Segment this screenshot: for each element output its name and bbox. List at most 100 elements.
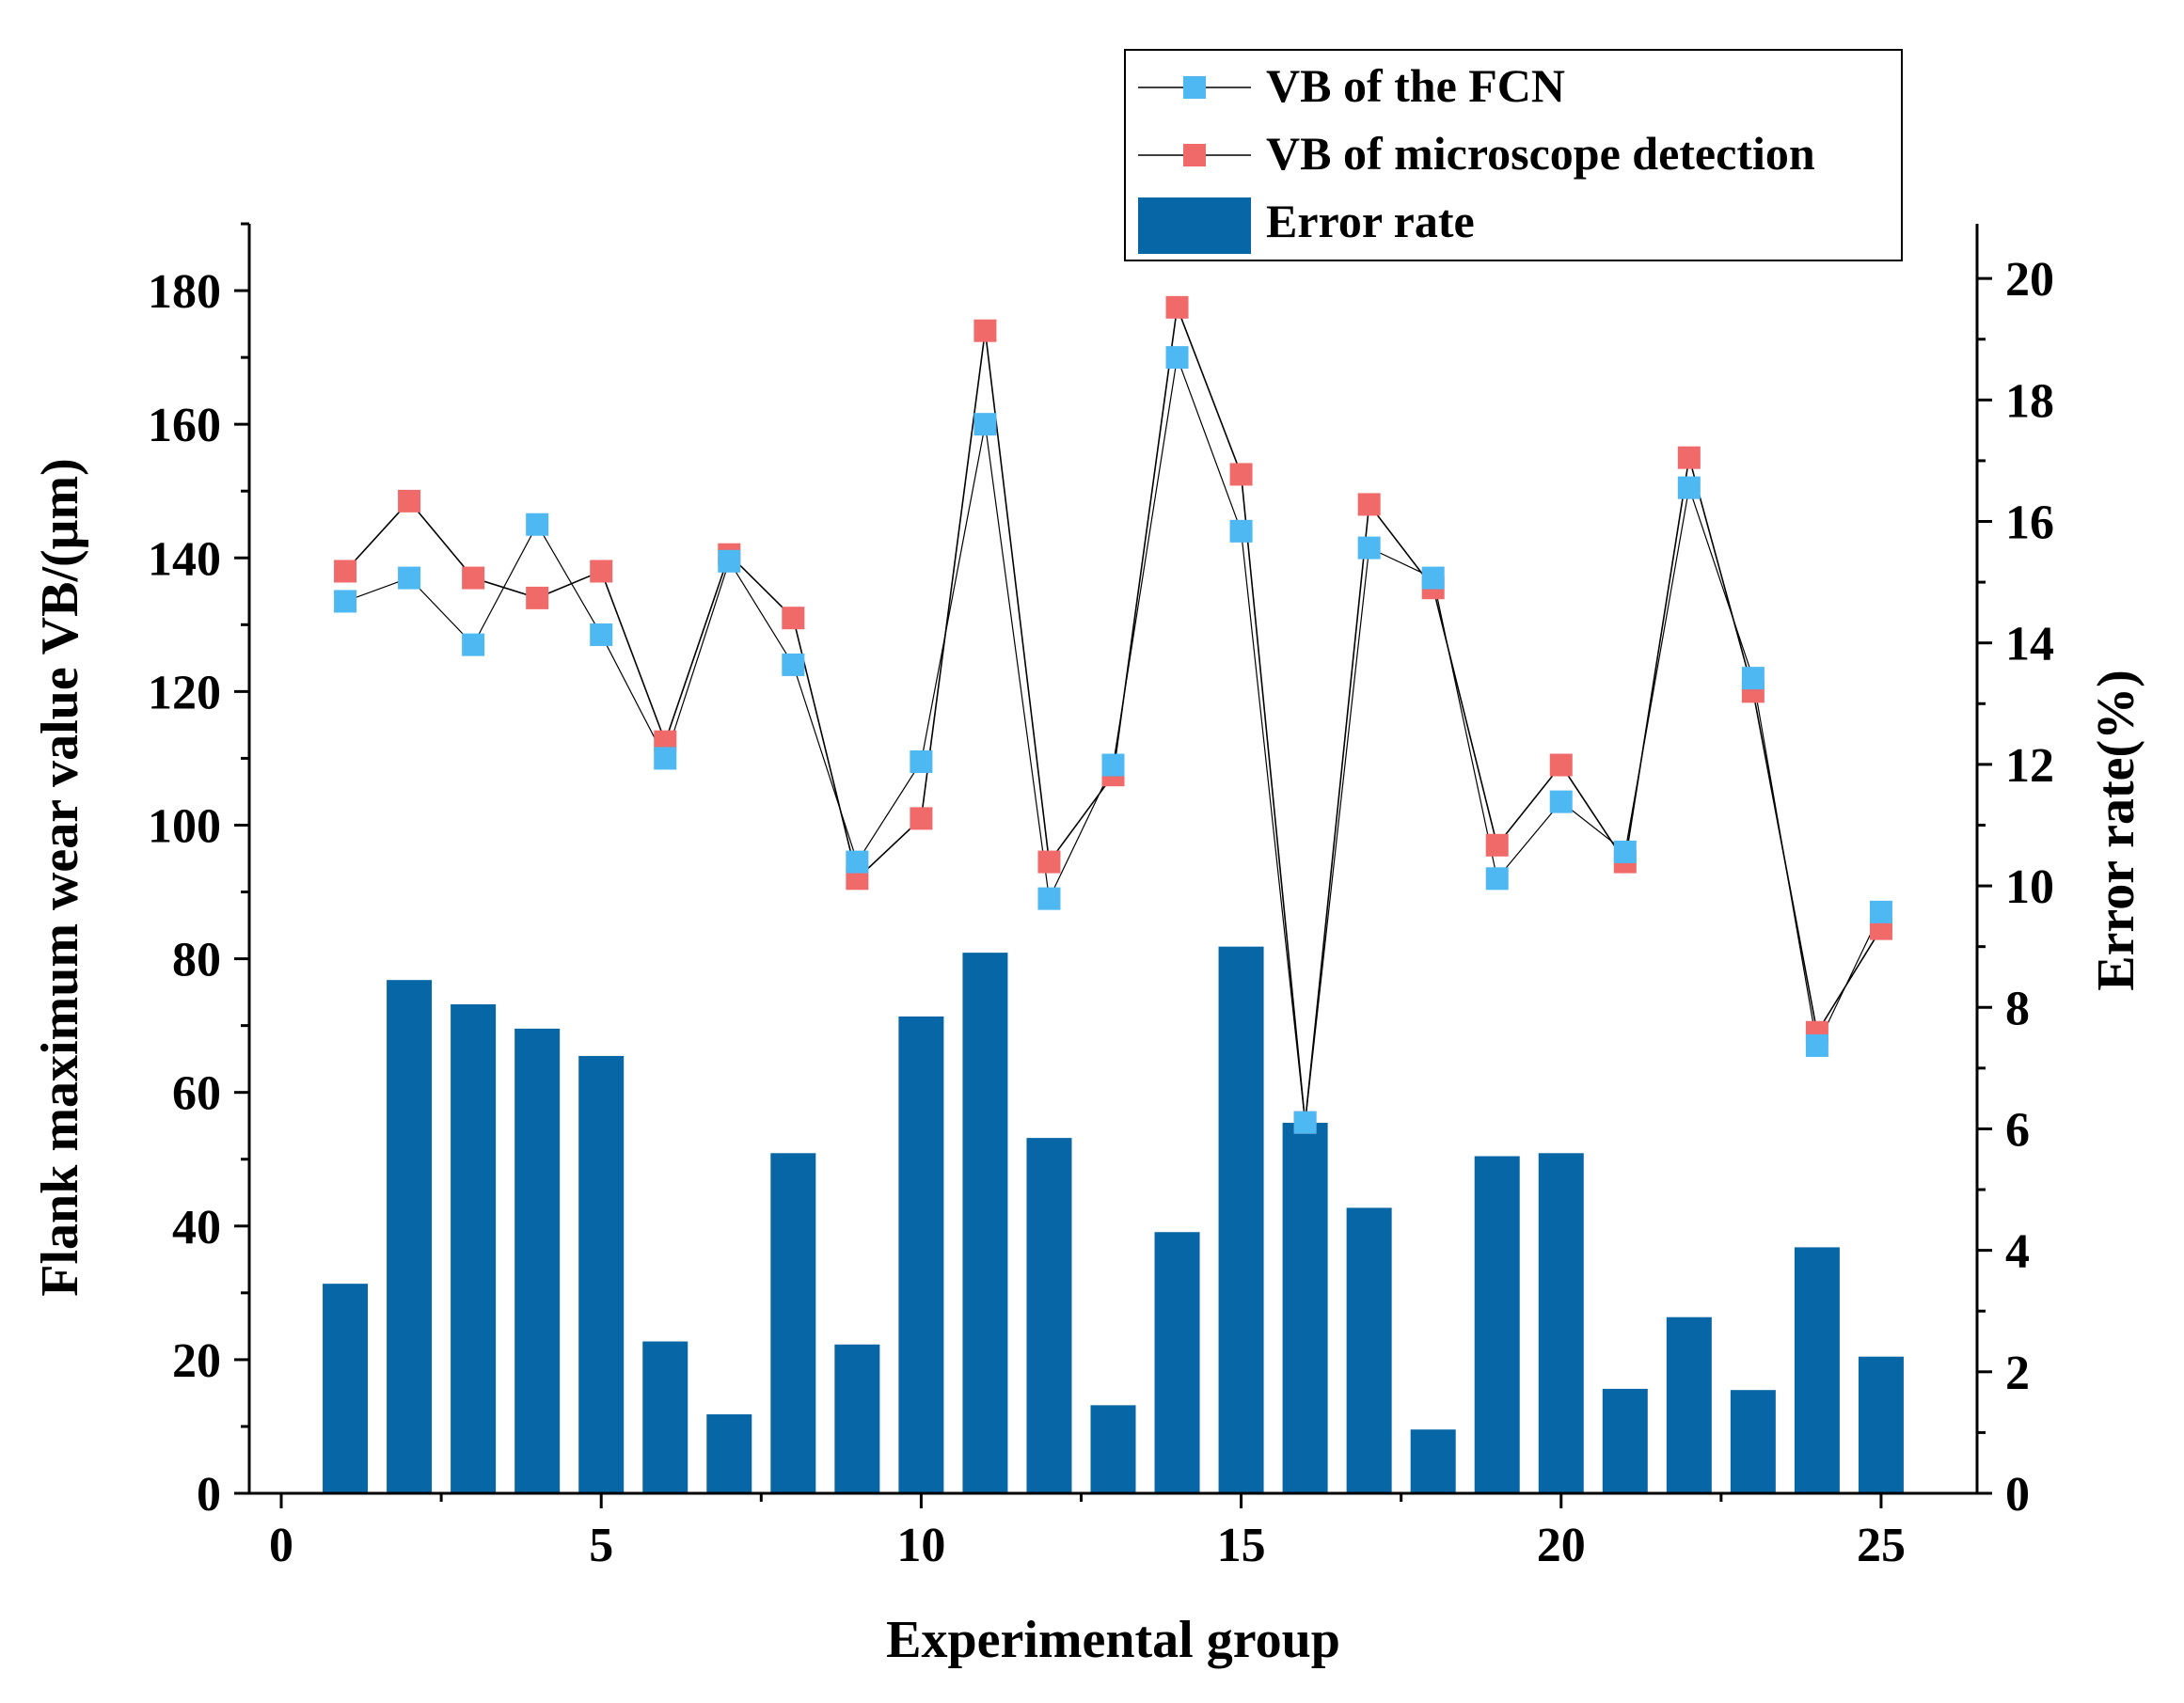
x-axis-title: Experimental group xyxy=(886,1611,1340,1669)
legend-fcn-marker xyxy=(1183,76,1206,99)
y-left-tick-label-120: 120 xyxy=(148,666,221,719)
microscope-point-17 xyxy=(1357,493,1381,516)
error-rate-bar-16 xyxy=(1282,1122,1328,1493)
ticks: 0 5 10 15 20 25 0 20 40 60 80 100 120 140 160 180 0 2 4 6 8 1… xyxy=(148,222,2054,1572)
x-tick-label-20: 20 xyxy=(1537,1519,1586,1572)
microscope-point-10 xyxy=(910,807,933,830)
error-rate-bar-4 xyxy=(514,1028,561,1493)
fcn-point-25 xyxy=(1869,900,1892,923)
error-rate-bar-14 xyxy=(1154,1232,1200,1493)
y-right-tick-label-2: 2 xyxy=(2005,1347,2030,1400)
error-rate-bar-8 xyxy=(770,1153,816,1493)
legend-error-rate-swatch xyxy=(1138,197,1251,254)
microscope-point-2 xyxy=(398,489,421,512)
y-left-tick-label-20: 20 xyxy=(172,1334,221,1388)
fcn-point-24 xyxy=(1805,1033,1828,1057)
y-left-tick-label-160: 160 xyxy=(148,399,221,452)
y-right-tick-label-14: 14 xyxy=(2005,618,2054,671)
microscope-point-22 xyxy=(1677,446,1701,469)
fcn-series-line xyxy=(344,355,1882,1123)
error-rate-bar-18 xyxy=(1410,1429,1456,1493)
x-tick-label-25: 25 xyxy=(1857,1519,1906,1572)
error-rate-bar-25 xyxy=(1858,1356,1904,1493)
fcn-point-23 xyxy=(1741,667,1765,690)
y-right-tick-label-8: 8 xyxy=(2005,982,2030,1035)
microscope-point-15 xyxy=(1229,463,1253,486)
y-left-tick-label-40: 40 xyxy=(172,1201,221,1254)
error-rate-bars xyxy=(323,946,1904,1493)
fcn-point-5 xyxy=(590,623,613,646)
y-right-tick-label-10: 10 xyxy=(2005,860,2054,914)
microscope-point-4 xyxy=(526,586,549,609)
right-y-axis-title: Error rate(%) xyxy=(2087,670,2145,991)
error-rate-bar-23 xyxy=(1730,1390,1776,1493)
error-rate-bar-1 xyxy=(323,1284,369,1493)
fcn-point-8 xyxy=(782,653,805,676)
fcn-point-20 xyxy=(1549,790,1573,813)
legend-box xyxy=(1124,49,1903,261)
fcn-point-11 xyxy=(973,413,997,436)
fcn-point-12 xyxy=(1037,887,1061,910)
legend-fcn-label: VB of the FCN xyxy=(1266,59,1565,112)
fcn-point-10 xyxy=(910,749,933,773)
fcn-point-13 xyxy=(1101,753,1125,777)
microscope-point-12 xyxy=(1037,850,1061,874)
error-rate-bar-7 xyxy=(706,1414,752,1493)
fcn-point-3 xyxy=(462,633,485,656)
fcn-point-22 xyxy=(1677,476,1701,499)
fcn-point-16 xyxy=(1293,1111,1317,1134)
error-rate-bar-22 xyxy=(1666,1317,1712,1493)
fcn-point-4 xyxy=(526,512,549,536)
error-rate-bar-15 xyxy=(1218,946,1264,1493)
x-tick-label-10: 10 xyxy=(896,1519,945,1572)
y-left-tick-label-180: 180 xyxy=(148,265,221,319)
error-rate-bar-17 xyxy=(1346,1207,1392,1493)
microscope-point-20 xyxy=(1549,753,1573,777)
error-rate-bar-20 xyxy=(1538,1153,1584,1493)
y-right-tick-label-6: 6 xyxy=(2005,1103,2030,1157)
y-right-tick-label-18: 18 xyxy=(2005,374,2054,428)
fcn-point-18 xyxy=(1421,566,1445,590)
error-rate-bar-2 xyxy=(387,980,433,1493)
fcn-point-1 xyxy=(334,590,357,613)
x-tick-label-5: 5 xyxy=(589,1519,613,1572)
error-rate-bar-13 xyxy=(1090,1405,1136,1493)
error-rate-bar-12 xyxy=(1026,1138,1072,1493)
error-rate-bar-21 xyxy=(1602,1388,1648,1493)
legend: VB of the FCN VB of microscope detection… xyxy=(1124,49,1903,261)
y-right-tick-label-16: 16 xyxy=(2005,497,2054,550)
y-right-tick-label-12: 12 xyxy=(2005,739,2054,793)
error-rate-bar-10 xyxy=(898,1016,944,1493)
legend-microscope-marker xyxy=(1183,144,1206,166)
fcn-point-19 xyxy=(1485,867,1509,891)
error-rate-bar-19 xyxy=(1474,1156,1520,1493)
error-rate-bar-3 xyxy=(451,1004,497,1493)
error-rate-bar-24 xyxy=(1794,1247,1840,1493)
y-left-tick-label-100: 100 xyxy=(148,799,221,853)
fcn-point-2 xyxy=(398,566,421,590)
x-tick-label-15: 15 xyxy=(1217,1519,1266,1572)
microscope-point-5 xyxy=(590,560,613,583)
y-left-tick-label-0: 0 xyxy=(197,1468,221,1522)
microscope-point-14 xyxy=(1165,295,1189,319)
error-rate-bar-5 xyxy=(578,1055,625,1493)
microscope-point-3 xyxy=(462,566,485,590)
y-left-tick-label-140: 140 xyxy=(148,532,221,586)
fcn-point-14 xyxy=(1165,346,1189,370)
vb-lines xyxy=(344,307,1882,1123)
fcn-point-21 xyxy=(1613,840,1637,863)
legend-error-rate-label: Error rate xyxy=(1266,195,1475,247)
y-right-tick-label-4: 4 xyxy=(2005,1225,2030,1279)
fcn-point-15 xyxy=(1229,519,1253,543)
legend-microscope-label: VB of microscope detection xyxy=(1266,127,1815,180)
fcn-point-9 xyxy=(846,850,869,874)
left-y-axis-title: Flank maximum wear value VB/(μm) xyxy=(31,458,89,1296)
x-tick-label-0: 0 xyxy=(269,1519,293,1572)
microscope-series-line xyxy=(344,307,1882,1123)
y-left-tick-label-60: 60 xyxy=(172,1067,221,1121)
y-right-tick-label-0: 0 xyxy=(2005,1468,2030,1522)
microscope-point-11 xyxy=(973,319,997,342)
error-rate-bar-6 xyxy=(642,1341,688,1493)
y-left-tick-label-80: 80 xyxy=(172,934,221,987)
